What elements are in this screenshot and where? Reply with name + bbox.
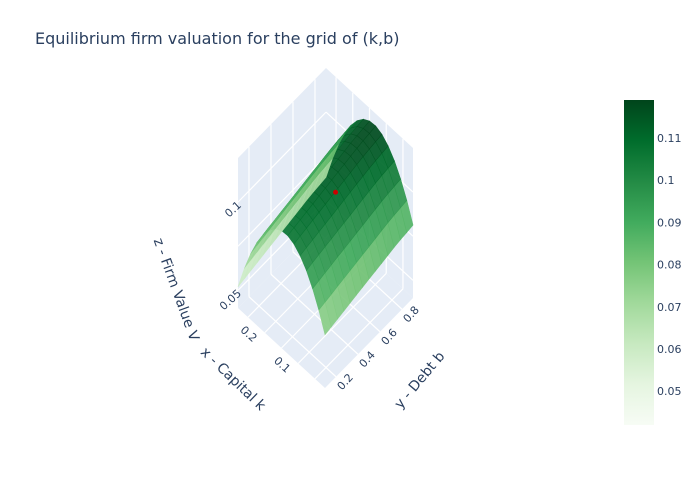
- grid-line: [237, 155, 327, 247]
- colorbar-tick-label: 0.11: [657, 132, 682, 145]
- colorbar-gradient: [624, 100, 654, 425]
- colorbar-tick-label: 0.1: [657, 174, 675, 187]
- surface-mesh[interactable]: [237, 118, 414, 336]
- colorbar-tick-label: 0.06: [657, 343, 682, 356]
- marker-point[interactable]: [333, 189, 339, 195]
- chart-title: Equilibrium firm valuation for the grid …: [35, 29, 400, 48]
- colorbar-tick-label: 0.08: [657, 259, 682, 272]
- colorbar-tick-label: 0.05: [657, 385, 682, 398]
- colorbar-tick-label: 0.09: [657, 216, 682, 229]
- grid-line: [270, 273, 359, 355]
- colorbar-tick-labels: 0.05 0.06 0.07 0.08 0.09 0.1 0.11: [657, 132, 682, 398]
- grid-line: [237, 111, 327, 203]
- grid-line: [248, 296, 337, 378]
- marker-layer: [333, 189, 339, 195]
- grid-line: [297, 272, 387, 364]
- surface-patch: [319, 159, 333, 185]
- grid-line: [314, 288, 404, 380]
- colorbar-tick-label: 0.07: [657, 301, 682, 314]
